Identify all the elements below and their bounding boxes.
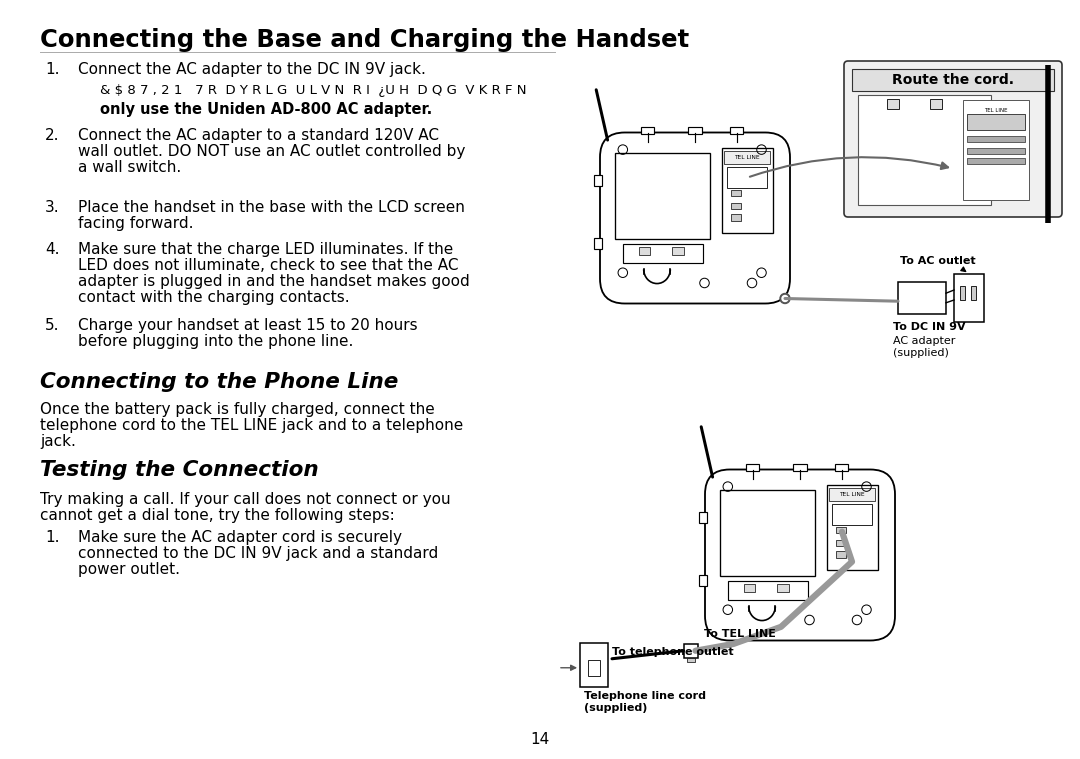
Text: facing forward.: facing forward. (78, 216, 193, 231)
Bar (962, 100, 1029, 200)
Bar (833, 504, 873, 524)
Text: TEL LINE: TEL LINE (839, 492, 865, 496)
Text: 1.: 1. (45, 62, 59, 77)
Text: To AC outlet: To AC outlet (900, 256, 975, 266)
Bar (826, 485, 878, 570)
Bar (700, 575, 707, 587)
Text: telephone cord to the TEL LINE jack and to a telephone: telephone cord to the TEL LINE jack and … (40, 418, 463, 433)
Text: Make sure the AC adapter cord is securely: Make sure the AC adapter cord is securel… (78, 530, 402, 545)
Bar (687, 658, 694, 662)
Bar (887, 99, 899, 109)
Bar (967, 136, 1025, 142)
Text: 3.: 3. (45, 200, 59, 215)
Bar (835, 464, 849, 471)
Bar (967, 114, 1025, 130)
Bar (731, 214, 741, 221)
Bar (967, 158, 1025, 164)
Bar (594, 238, 602, 250)
Text: jack.: jack. (40, 434, 76, 449)
Text: To DC IN 9V: To DC IN 9V (893, 322, 966, 332)
Text: Connecting to the Phone Line: Connecting to the Phone Line (40, 372, 399, 392)
Text: adapter is plugged in and the handset makes good: adapter is plugged in and the handset ma… (78, 274, 470, 289)
FancyBboxPatch shape (843, 61, 1062, 217)
Text: 1.: 1. (45, 530, 59, 545)
Bar (721, 148, 773, 233)
Bar (852, 69, 1054, 91)
Text: AC adapter: AC adapter (893, 336, 956, 346)
Bar (836, 527, 846, 533)
FancyBboxPatch shape (705, 470, 895, 641)
Bar (836, 551, 846, 558)
Circle shape (782, 295, 788, 301)
Text: 4.: 4. (45, 242, 59, 257)
Text: a wall switch.: a wall switch. (78, 160, 181, 175)
Text: To telephone outlet: To telephone outlet (612, 647, 733, 657)
Bar (954, 274, 984, 322)
Bar (829, 487, 875, 501)
Bar (730, 127, 743, 134)
Text: only use the Uniden AD-800 AC adapter.: only use the Uniden AD-800 AC adapter. (100, 102, 432, 117)
Text: TEL LINE: TEL LINE (734, 155, 760, 159)
Text: Make sure that the charge LED illuminates. If the: Make sure that the charge LED illuminate… (78, 242, 454, 257)
Bar (616, 153, 711, 239)
Bar (720, 490, 815, 576)
Circle shape (780, 294, 789, 304)
Bar (640, 127, 654, 134)
Text: To TEL LINE: To TEL LINE (703, 628, 775, 639)
Bar (684, 644, 698, 658)
Text: power outlet.: power outlet. (78, 562, 180, 577)
Bar (727, 167, 767, 187)
FancyBboxPatch shape (600, 133, 789, 304)
Text: Testing the Connection: Testing the Connection (40, 460, 319, 480)
Bar (897, 282, 946, 314)
Text: & $ 8 7 , 2 1   7 R  D Y R L G  U L V N  R I  ¿U H  D Q G  V K R F N: & $ 8 7 , 2 1 7 R D Y R L G U L V N R I … (100, 84, 527, 97)
Text: Charge your handset at least 15 to 20 hours: Charge your handset at least 15 to 20 ho… (78, 318, 418, 333)
Text: Telephone line cord: Telephone line cord (584, 691, 706, 701)
Bar (623, 244, 703, 263)
Bar (967, 148, 1025, 154)
Text: Try making a call. If your call does not connect or you: Try making a call. If your call does not… (40, 492, 450, 507)
Text: Place the handset in the base with the LCD screen: Place the handset in the base with the L… (78, 200, 464, 215)
Text: Once the battery pack is fully charged, connect the: Once the battery pack is fully charged, … (40, 402, 435, 417)
Bar (672, 247, 684, 255)
Bar (588, 660, 600, 676)
Text: Connect the AC adapter to the DC IN 9V jack.: Connect the AC adapter to the DC IN 9V j… (78, 62, 426, 77)
Text: contact with the charging contacts.: contact with the charging contacts. (78, 290, 350, 305)
Text: TEL LINE: TEL LINE (984, 108, 1008, 113)
Bar (744, 584, 755, 592)
Text: 14: 14 (530, 732, 550, 747)
Bar (971, 286, 976, 300)
Text: (supplied): (supplied) (584, 703, 647, 713)
Bar (639, 247, 650, 255)
Bar (960, 286, 966, 300)
Bar (731, 190, 741, 196)
Bar (930, 99, 942, 109)
Bar (858, 95, 991, 205)
Text: connected to the DC IN 9V jack and a standard: connected to the DC IN 9V jack and a sta… (78, 546, 438, 561)
Bar (688, 127, 702, 134)
Bar (728, 581, 808, 600)
Bar (700, 512, 707, 523)
Text: Connect the AC adapter to a standard 120V AC: Connect the AC adapter to a standard 120… (78, 128, 438, 143)
Text: LED does not illuminate, check to see that the AC: LED does not illuminate, check to see th… (78, 258, 459, 273)
Text: before plugging into the phone line.: before plugging into the phone line. (78, 334, 353, 349)
Text: Connecting the Base and Charging the Handset: Connecting the Base and Charging the Han… (40, 28, 689, 52)
Text: wall outlet. DO NOT use an AC outlet controlled by: wall outlet. DO NOT use an AC outlet con… (78, 144, 465, 159)
Bar (778, 584, 788, 592)
Text: (supplied): (supplied) (893, 348, 949, 358)
Bar (836, 540, 846, 546)
Text: 5.: 5. (45, 318, 59, 333)
Bar (794, 464, 807, 471)
Bar (594, 175, 602, 186)
Bar (725, 150, 770, 164)
Bar (731, 203, 741, 209)
Text: cannot get a dial tone, try the following steps:: cannot get a dial tone, try the followin… (40, 508, 395, 523)
Bar (746, 464, 759, 471)
Bar (580, 643, 608, 687)
Text: 2.: 2. (45, 128, 59, 143)
Text: Route the cord.: Route the cord. (892, 73, 1014, 87)
